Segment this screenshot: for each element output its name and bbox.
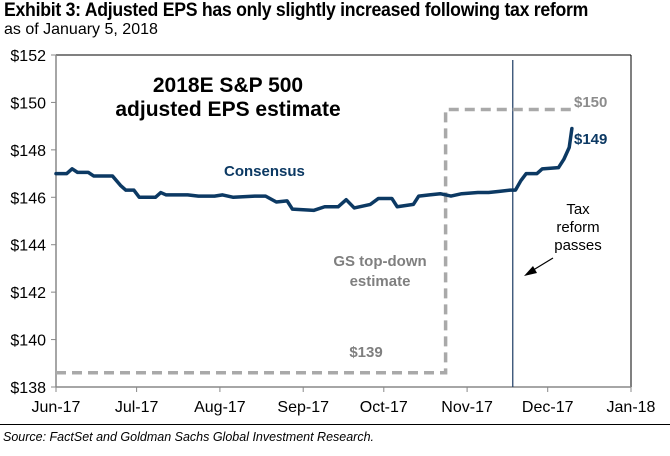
consensus-series-label: Consensus bbox=[224, 163, 305, 180]
y-tick-label: $140 bbox=[10, 333, 46, 350]
series-group bbox=[54, 60, 574, 387]
x-tick-label: Jul-17 bbox=[115, 399, 159, 416]
x-tick-label: Dec-17 bbox=[522, 399, 574, 416]
gs-estimate-line bbox=[56, 107, 572, 375]
y-tick-label: $148 bbox=[10, 143, 46, 160]
gs-series-label-line1: GS top-down bbox=[333, 253, 426, 270]
chart-inner-title-line1: 2018E S&P 500 bbox=[153, 74, 303, 97]
consensus-end-value-label: $149 bbox=[574, 131, 607, 148]
y-tick-label: $142 bbox=[10, 285, 46, 302]
eps-chart: $138$140$142$144$146$148$150$152 Jun-17 J… bbox=[10, 48, 656, 416]
y-tick-label: $138 bbox=[10, 380, 46, 397]
tax-reform-arrow-head bbox=[524, 266, 537, 276]
tax-reform-label-line2: reform bbox=[556, 219, 599, 236]
gs-series-label-line2: estimate bbox=[350, 273, 411, 290]
exhibit-subtitle: as of January 5, 2018 bbox=[4, 21, 158, 38]
footer-divider bbox=[0, 424, 670, 425]
annotations: 2018E S&P 500 adjusted EPS estimate Cons… bbox=[115, 74, 607, 361]
y-axis: $138 $140 $142 $144 $146 $148 $150 $152 bbox=[10, 48, 56, 397]
chart-frame bbox=[55, 54, 632, 388]
x-tick-label: Aug-17 bbox=[194, 399, 246, 416]
x-tick-label: Oct-17 bbox=[360, 399, 408, 416]
chart-inner-title-line2: adjusted EPS estimate bbox=[115, 98, 340, 121]
x-tick-label: Nov-17 bbox=[441, 399, 493, 416]
y-tick-label: $150 bbox=[10, 95, 46, 112]
y-tick-label: $152 bbox=[10, 48, 46, 65]
x-tick-label: Jun-17 bbox=[32, 399, 81, 416]
x-tick-label: Jan-18 bbox=[607, 399, 656, 416]
gs-start-value-label: $139 bbox=[349, 344, 382, 361]
y-tick-label: $146 bbox=[10, 190, 46, 207]
y-tick-label: $144 bbox=[10, 238, 46, 255]
x-axis: Jun-17 Jul-17 Aug-17 Sep-17 Oct-17 Nov-17 Dec-… bbox=[32, 387, 656, 416]
tax-reform-label-line1: Tax bbox=[566, 201, 590, 218]
source-note: Source: FactSet and Goldman Sachs Global… bbox=[3, 430, 375, 444]
x-tick-label: Sep-17 bbox=[277, 399, 329, 416]
tax-reform-label-line3: passes bbox=[554, 237, 602, 254]
exhibit-title: Exhibit 3: Adjusted EPS has only slightl… bbox=[4, 0, 589, 21]
consensus-line bbox=[54, 126, 574, 213]
gs-end-value-label: $150 bbox=[574, 94, 607, 111]
